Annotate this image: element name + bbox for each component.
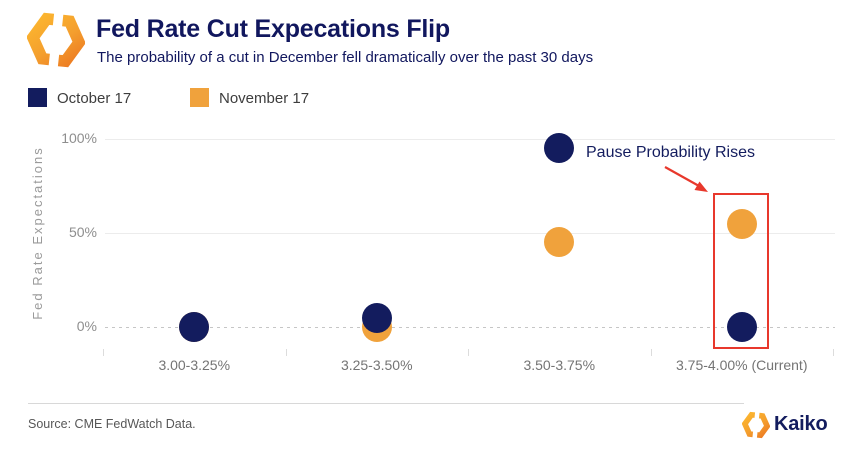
x-category-label-3-00-3-25-: 3.00-3.25% (158, 357, 231, 373)
kaiko-wordmark: Kaiko (774, 413, 828, 435)
x-category-label-3-75-4-00-current-: 3.75-4.00% (Current) (675, 357, 808, 373)
source-text: Source: CME FedWatch Data. (28, 417, 196, 431)
x-axis-tick (468, 349, 469, 356)
data-point-october-17-3-25-3-50- (361, 302, 392, 333)
gridline-50 (105, 233, 835, 234)
y-tick-label-50: 50% (68, 224, 97, 240)
highlight-rectangle (712, 193, 769, 349)
x-category-label-3-50-3-75-: 3.50-3.75% (523, 357, 596, 373)
y-tick-label-100: 100% (61, 130, 97, 146)
page-subtitle: The probability of a cut in December fel… (97, 49, 594, 66)
data-point-october-17-3-75-4-00-current- (726, 312, 757, 342)
y-tick-label-0: 0% (76, 318, 97, 334)
page-title: Fed Rate Cut Expecations Flip (96, 15, 450, 43)
gridline-100 (105, 139, 835, 140)
x-axis-tick (650, 349, 652, 356)
footer-divider (28, 403, 744, 404)
annotation-label: Pause Probability Rises (586, 144, 755, 161)
legend-swatch-october-17 (28, 88, 47, 107)
gridline-0 (105, 327, 835, 328)
kaiko-logo-icon (27, 12, 85, 68)
x-axis-tick (285, 349, 287, 356)
legend-swatch-november-17 (190, 88, 209, 107)
data-point-november-17-3-75-4-00-current- (726, 208, 757, 239)
data-point-october-17-3-00-3-25- (179, 312, 210, 342)
data-point-november-17-3-50-3-75- (544, 227, 575, 258)
data-point-october-17-3-50-3-75- (544, 133, 575, 164)
x-category-label-3-25-3-50-: 3.25-3.50% (340, 357, 413, 373)
x-axis-tick (103, 349, 104, 356)
annotation-arrow-icon (664, 166, 708, 192)
x-axis-tick (833, 349, 834, 356)
legend-label-november-17: November 17 (219, 90, 310, 107)
legend-label-october-17: October 17 (57, 90, 132, 107)
kaiko-logo-icon (742, 411, 770, 439)
